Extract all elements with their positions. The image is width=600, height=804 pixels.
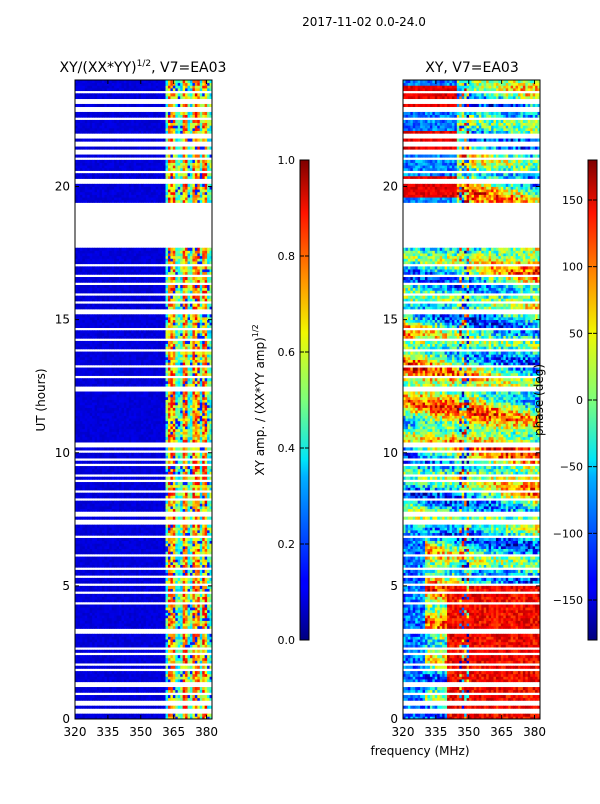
amplitude-xtick-0: 320 [64,725,87,739]
phase-colorbar-tick-4: −50 [560,461,583,474]
amplitude-colorbar-tick-0: 0.0 [278,634,296,647]
amplitude-ytick-3: 15 [55,313,70,327]
amplitude-xtick-4: 380 [195,725,218,739]
phase-ytick-1: 5 [390,579,398,593]
amplitude-colorbar-tick-2: 0.4 [278,442,296,455]
amplitude-colorbar-label: XY amp. / (XX*YY amp)1/2 [251,324,267,475]
amplitude-colorbar-tick-3: 0.6 [278,346,296,359]
phase-colorbar-tick-3: 0 [576,394,583,407]
phase-panel: XY, V7=EA03 320 335 350 365 380 0 5 10 15 20 freq… [370,60,545,758]
phase-heatmap [402,79,541,720]
amplitude-axes: 320 335 350 365 380 0 5 10 15 20 [55,80,218,739]
amplitude-y-label: UT (hours) [34,368,48,431]
amplitude-ytick-1: 5 [62,579,70,593]
phase-axes: 320 335 350 365 380 0 5 10 15 20 [383,80,546,739]
frequency-x-label: frequency (MHz) [370,744,469,758]
amplitude-xtick-3: 365 [162,725,185,739]
phase-xtick-4: 380 [523,725,546,739]
amplitude-ytick-0: 0 [62,712,70,726]
phase-colorbar-tick-1: 100 [562,261,583,274]
phase-xtick-3: 365 [490,725,513,739]
amplitude-colorbar-tick-4: 0.8 [278,250,296,263]
amplitude-xtick-1: 335 [96,725,119,739]
amplitude-panel: XY/(XX*YY)1/2, V7=EA03 320 335 350 365 380 0 5… [34,59,226,739]
phase-colorbar-tick-0: 150 [562,194,583,207]
amplitude-ytick-2: 10 [55,446,70,460]
amplitude-ytick-4: 20 [55,180,70,194]
amplitude-xtick-2: 350 [129,725,152,739]
amplitude-colorbar-gradient [299,159,310,641]
amplitude-colorbar: 0.0 0.2 0.4 0.6 0.8 1.0 XY amp. / (XX*YY amp)… [251,154,310,647]
figure-title: 2017-11-02 0.0-24.0 [302,15,426,29]
phase-xtick-2: 350 [457,725,480,739]
phase-ytick-3: 15 [383,313,398,327]
phase-ytick-4: 20 [383,180,398,194]
phase-colorbar-tick-2: 50 [569,327,583,340]
amplitude-heatmap [74,79,213,720]
phase-panel-title: XY, V7=EA03 [425,60,519,76]
phase-colorbar-tick-6: −150 [553,594,583,607]
phase-xtick-1: 335 [424,725,447,739]
amplitude-panel-title: XY/(XX*YY)1/2, V7=EA03 [60,59,227,76]
amplitude-colorbar-tick-1: 0.2 [278,538,296,551]
phase-colorbar: 150 100 50 0 −50 −100 −150 phase (deg) [532,159,598,641]
amplitude-colorbar-tick-5: 1.0 [278,154,296,167]
phase-colorbar-tick-5: −100 [553,527,583,540]
phase-ytick-0: 0 [390,712,398,726]
phase-ytick-2: 10 [383,446,398,460]
phase-colorbar-label: phase (deg) [532,364,546,436]
phase-xtick-0: 320 [392,725,415,739]
